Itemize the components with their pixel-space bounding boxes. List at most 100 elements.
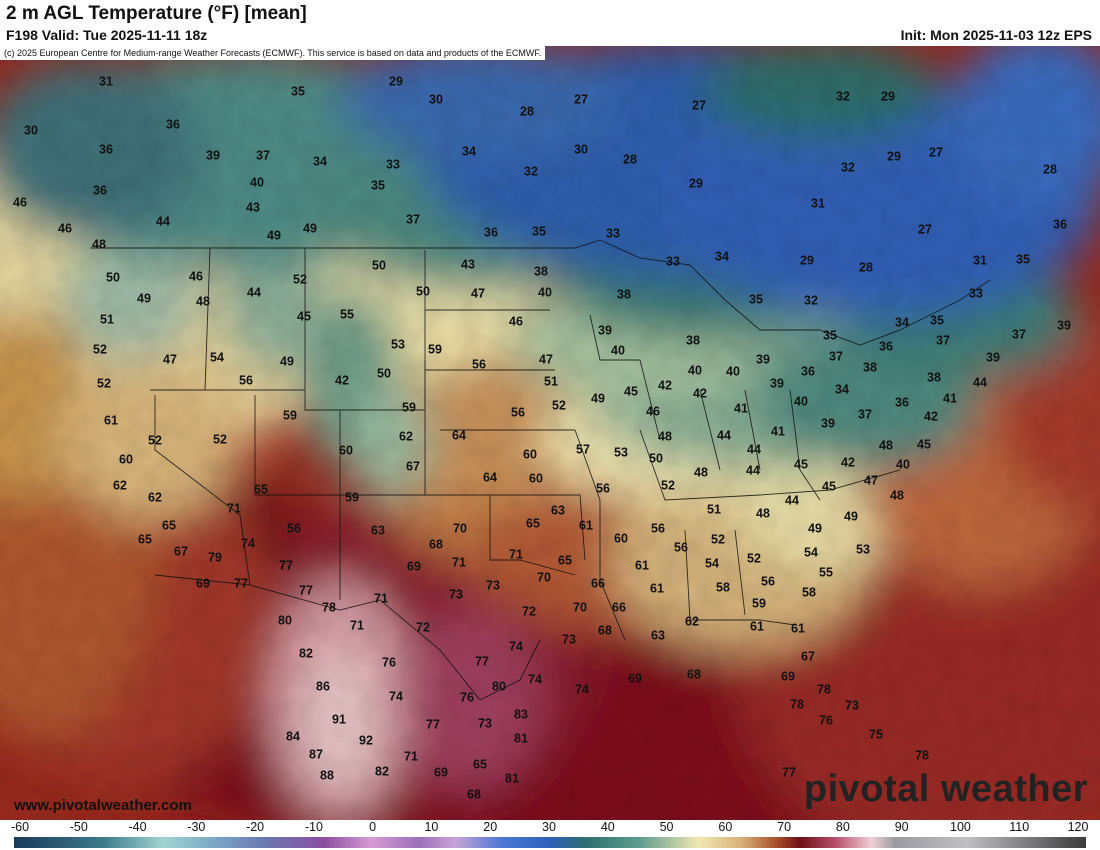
temperature-label: 39 — [986, 350, 1000, 364]
state-line — [589, 314, 661, 441]
temperature-label: 82 — [375, 764, 389, 778]
temperature-label: 61 — [104, 413, 118, 427]
temperature-label: 52 — [148, 433, 162, 447]
temperature-label: 63 — [371, 523, 385, 537]
temperature-label: 54 — [210, 350, 224, 364]
temperature-label: 37 — [858, 407, 872, 421]
temperature-label: 60 — [339, 443, 353, 457]
temperature-label: 34 — [895, 315, 909, 329]
temperature-label: 29 — [881, 89, 895, 103]
temperature-field — [0, 46, 1100, 820]
temperature-label: 29 — [689, 176, 703, 190]
temperature-label: 63 — [551, 503, 565, 517]
temperature-label: 69 — [407, 559, 421, 573]
temperature-label: 56 — [761, 574, 775, 588]
temperature-label: 49 — [808, 521, 822, 535]
temperature-label: 36 — [93, 183, 107, 197]
temperature-label: 67 — [174, 544, 188, 558]
temperature-label: 38 — [927, 370, 941, 384]
temperature-label: 54 — [804, 545, 818, 559]
temperature-label: 46 — [58, 221, 72, 235]
temperature-label: 67 — [406, 459, 420, 473]
temperature-label: 42 — [658, 378, 672, 392]
temperature-label: 49 — [267, 228, 281, 242]
temperature-label: 39 — [821, 416, 835, 430]
temperature-label: 27 — [929, 145, 943, 159]
brand-logo: pivotal weather — [803, 768, 1088, 810]
temperature-label: 56 — [239, 373, 253, 387]
colorbar-tick: -40 — [128, 820, 147, 834]
temperature-label: 30 — [574, 142, 588, 156]
temperature-label: 69 — [434, 765, 448, 779]
temperature-label: 44 — [746, 463, 760, 477]
temperature-label: 47 — [539, 352, 553, 366]
temperature-label: 35 — [291, 84, 305, 98]
temperature-label: 49 — [844, 509, 858, 523]
temperature-label: 45 — [297, 309, 311, 323]
colorbar-tick: -20 — [246, 820, 265, 834]
temperature-label: 38 — [863, 360, 877, 374]
temperature-label: 44 — [785, 493, 799, 507]
website-watermark[interactable]: www.pivotalweather.com — [14, 797, 192, 814]
temperature-label: 62 — [685, 614, 699, 628]
temperature-label: 50 — [106, 270, 120, 284]
temperature-label: 48 — [196, 294, 210, 308]
temperature-label: 48 — [694, 465, 708, 479]
colorbar-tick: 30 — [542, 820, 556, 834]
temperature-label: 50 — [377, 366, 391, 380]
temperature-label: 80 — [278, 613, 292, 627]
temperature-label: 78 — [915, 748, 929, 762]
temperature-label: 49 — [303, 221, 317, 235]
temperature-label: 47 — [163, 352, 177, 366]
temperature-label: 60 — [529, 471, 543, 485]
temperature-label: 65 — [526, 516, 540, 530]
temperature-label: 60 — [119, 452, 133, 466]
temperature-label: 43 — [246, 200, 260, 214]
temperature-label: 36 — [1053, 217, 1067, 231]
temperature-label: 40 — [794, 394, 808, 408]
temperature-label: 80 — [492, 679, 506, 693]
temperature-label: 40 — [611, 343, 625, 357]
temperature-label: 29 — [887, 149, 901, 163]
temperature-label: 65 — [254, 482, 268, 496]
temperature-label: 78 — [322, 600, 336, 614]
temperature-label: 77 — [279, 558, 293, 572]
temperature-label: 36 — [895, 395, 909, 409]
temperature-label: 36 — [484, 225, 498, 239]
colorbar-tick: 20 — [483, 820, 498, 834]
state-line — [254, 395, 440, 496]
temperature-label: 42 — [335, 373, 349, 387]
temperature-label: 44 — [247, 285, 261, 299]
state-line — [440, 494, 586, 561]
temperature-label: 45 — [917, 437, 931, 451]
colorbar-tick: 10 — [424, 820, 439, 834]
temperature-label: 77 — [234, 576, 248, 590]
temperature-label: 35 — [749, 292, 763, 306]
colorbar-gradient — [14, 837, 1086, 848]
temperature-label: 46 — [13, 195, 27, 209]
state-line — [789, 389, 821, 501]
temperature-label: 73 — [449, 587, 463, 601]
temperature-label: 82 — [299, 646, 313, 660]
temperature-label: 45 — [794, 457, 808, 471]
temperature-label: 29 — [800, 253, 814, 267]
temperature-label: 36 — [99, 142, 113, 156]
temperature-label: 56 — [651, 521, 665, 535]
temperature-label: 36 — [879, 339, 893, 353]
temperature-label: 58 — [802, 585, 816, 599]
temperature-label: 45 — [624, 384, 638, 398]
temperature-label: 37 — [936, 333, 950, 347]
temperature-label: 53 — [391, 337, 405, 351]
temperature-label: 32 — [524, 164, 538, 178]
temperature-label: 74 — [509, 639, 523, 653]
temperature-label: 61 — [791, 621, 805, 635]
state-line — [699, 389, 721, 471]
us-canada-border — [90, 239, 601, 249]
temperature-label: 51 — [100, 312, 114, 326]
temperature-label: 77 — [299, 583, 313, 597]
temperature-label: 49 — [280, 354, 294, 368]
temperature-label: 33 — [386, 157, 400, 171]
temperature-label: 65 — [473, 757, 487, 771]
temperature-label: 49 — [137, 291, 151, 305]
temperature-label: 37 — [256, 148, 270, 162]
